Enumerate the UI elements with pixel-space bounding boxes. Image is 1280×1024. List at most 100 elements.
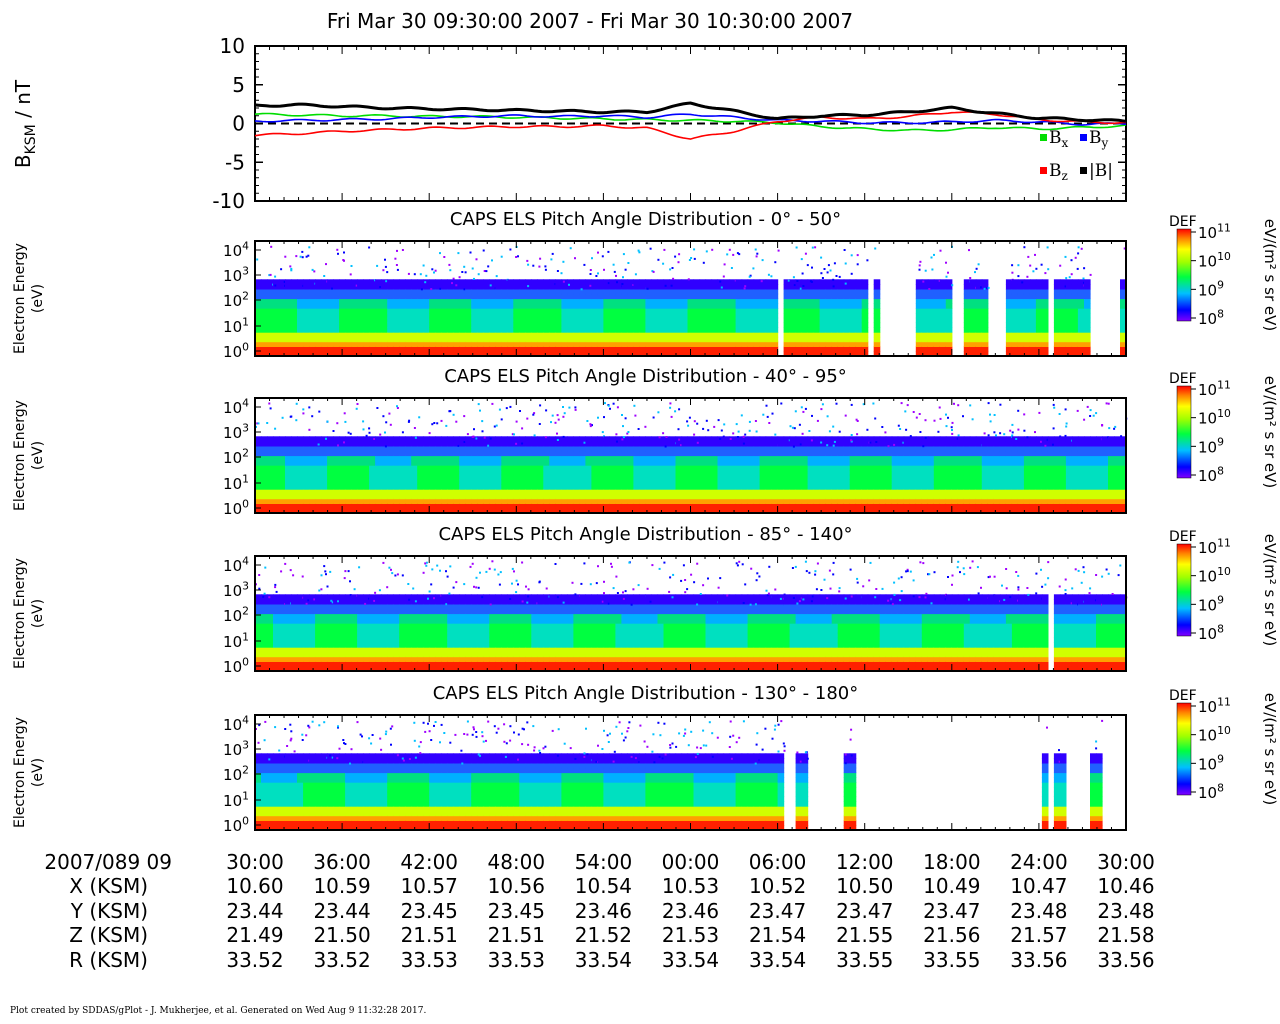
spectrogram-cell [657,479,665,485]
spectrogram-cell [603,441,610,447]
spectrogram-cell [1017,484,1025,490]
spectrogram-cell [825,479,833,485]
spectrogram-speckle [736,436,739,438]
spectrogram-speckle [719,437,722,440]
spectrogram-cell [609,441,616,447]
spectrogram-cell [669,279,677,285]
spectrogram-cell [1053,346,1061,352]
spectrogram-cell [573,298,580,304]
spectrogram-cell [579,312,586,319]
spectrogram-cell [327,450,334,457]
spectrogram-cell [1023,293,1031,300]
spectrogram-cell [471,436,478,442]
spectrogram-cell [405,284,412,290]
spectrogram-cell [1011,484,1019,490]
spectrogram-cell [921,288,929,295]
spectrogram-cell [357,465,364,471]
spectrogram-cell [351,474,358,481]
spectrogram-cell [831,322,839,328]
spectrogram-cell [777,445,785,452]
spectrogram-cell [939,455,947,461]
spectrogram-cell [981,445,989,452]
spectrogram-speckle [690,257,693,259]
spectrogram-cell [285,493,292,500]
spectrogram-cell [819,293,827,300]
spectrogram-cell [543,465,550,471]
spectrogram-cell [627,317,634,324]
spectrogram-cell [927,493,935,500]
spectrogram-cell [993,493,1001,500]
spectrogram-cell [699,508,707,514]
spectrogram-speckle [407,420,410,423]
spectrogram-cell [423,474,430,481]
spectrogram-cell [741,327,749,333]
spectrogram-cell [543,293,550,300]
spectrogram-cell [411,303,418,309]
spectrogram-speckle [922,280,925,283]
spectrogram-cell [819,322,827,328]
spectrogram-cell [687,484,695,490]
spectrogram-cell [645,503,652,509]
spectrogram-cell [975,508,983,514]
spectrogram-cell [639,303,646,309]
spectrogram-cell [639,308,646,314]
spectrogram-cell [1029,346,1037,352]
spectrogram-cell [621,312,628,319]
spectrogram-cell [621,327,628,333]
spectrogram-cell [825,303,833,309]
spectrogram-cell [657,341,665,347]
spectrogram-speckle [500,255,503,258]
spectrogram-cell [639,332,646,338]
spectrogram-cell [783,503,791,509]
spectrogram-cell [471,322,478,328]
spectrogram-cell [345,341,352,347]
spectrogram-cell [447,327,454,333]
spectrogram-speckle [957,434,960,437]
spectrogram-speckle [452,413,455,416]
spectrogram-cell [831,503,839,509]
spectrogram-cell [429,312,436,319]
spectrogram-cell [963,455,971,461]
spectrogram-cell [909,445,917,452]
spectrogram-cell [387,279,394,285]
spectrogram-cell [357,474,364,481]
spectrogram-cell [615,508,622,514]
spectrogram-cell [723,484,731,490]
spectrogram-cell [783,351,791,357]
spectrogram-cell [345,441,352,447]
spectrogram-cell [393,336,400,343]
spectrogram-cell [657,308,665,314]
spectrogram-cell [843,465,851,471]
spectrogram-cell [1041,293,1049,300]
spectrogram-cell [495,312,502,319]
spectrogram-cell [831,455,839,461]
spectrogram-cell [321,474,328,481]
spectrogram-cell [309,455,316,461]
spectrogram-cell [423,465,430,471]
spectrogram-cell [945,317,953,324]
spectrogram-cell [855,436,863,442]
spectrogram-cell [681,484,689,490]
spectrogram-cell [729,469,737,476]
spectrogram-cell [1035,336,1043,343]
spectrogram-cell [387,332,394,338]
spectrogram-cell [723,503,731,509]
spectrogram-cell [441,346,448,352]
spectrogram-cell [1084,317,1091,324]
spectrogram-cell [639,455,646,461]
spectrogram-cell [393,332,400,338]
spectrogram-cell [279,298,286,304]
spectrogram-speckle [439,252,441,255]
mag-series-y-line [254,113,1127,126]
spectrogram-cell [465,465,472,471]
spectrogram-cell [657,312,665,319]
spectrogram-cell [261,498,268,504]
spectrogram-cell [795,445,803,452]
spectrogram-cell [783,312,791,319]
spectrogram-speckle [792,276,795,279]
spectrogram-speckle [705,419,708,422]
spectrogram-cell [597,450,604,457]
spectrogram-cell [261,503,268,509]
spectrogram-cell [585,336,592,343]
spectrogram-cell [561,479,568,485]
